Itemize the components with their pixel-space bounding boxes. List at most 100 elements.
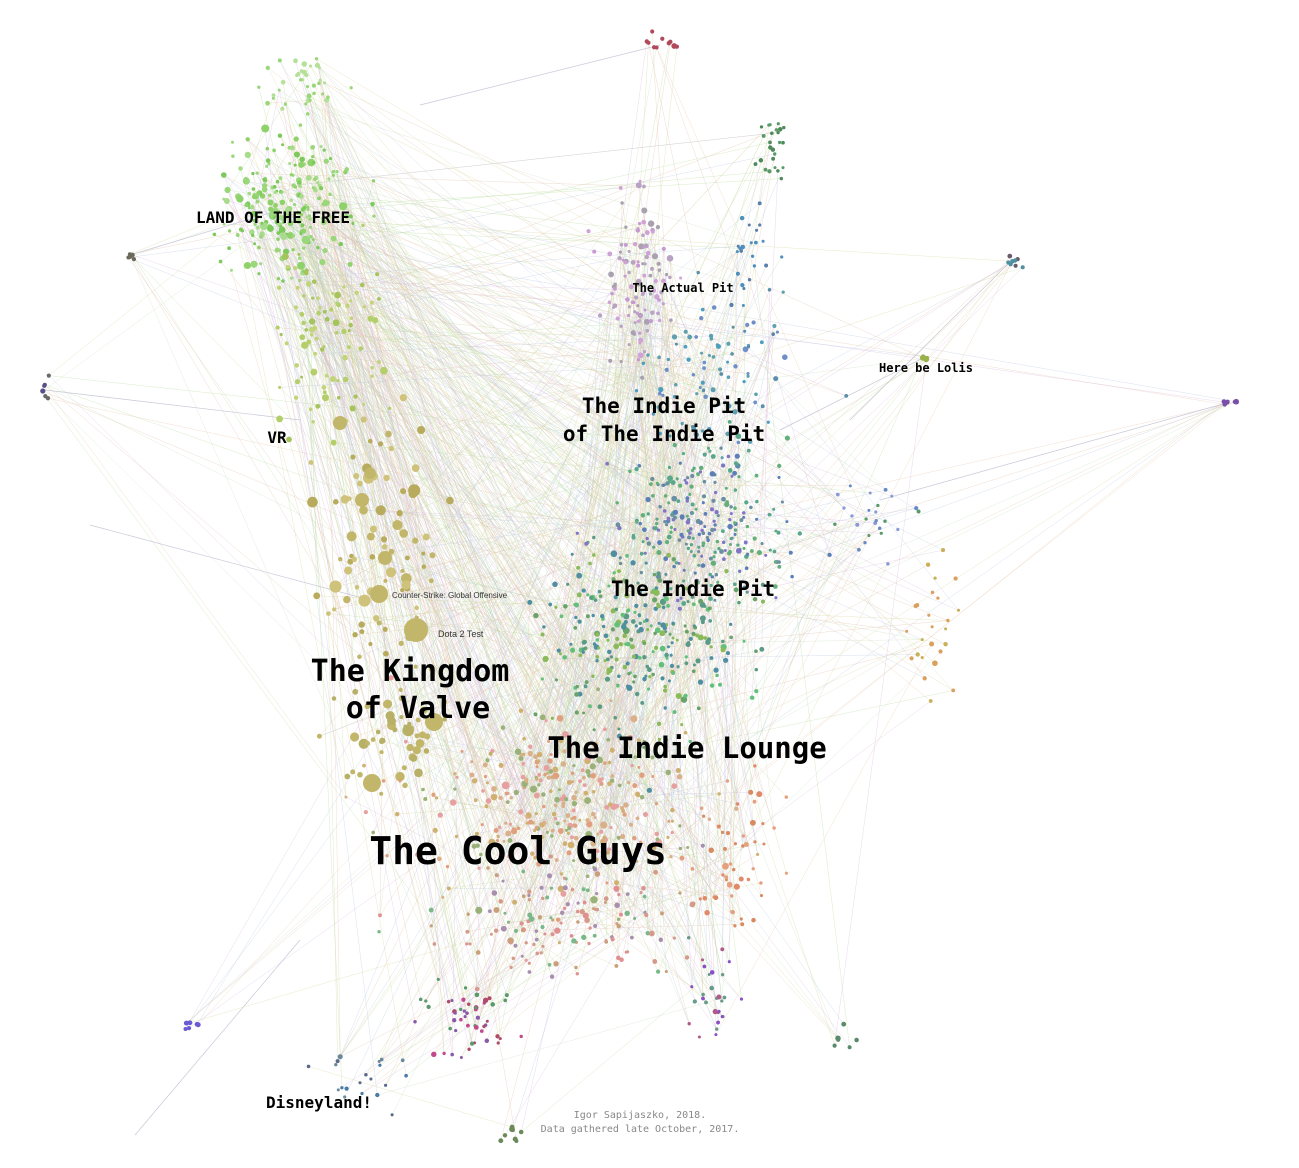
graph-edge — [264, 189, 610, 671]
graph-node — [773, 152, 777, 156]
graph-node — [732, 470, 738, 476]
graph-node — [543, 932, 547, 936]
graph-edge — [309, 100, 487, 807]
graph-node-large — [425, 713, 443, 731]
graph-node — [630, 935, 634, 940]
graph-node — [702, 452, 707, 457]
graph-edge — [637, 228, 764, 585]
graph-edge — [616, 473, 699, 610]
graph-node — [586, 593, 590, 597]
graph-node — [642, 350, 647, 354]
graph-node — [399, 394, 407, 402]
graph-node — [319, 144, 323, 149]
graph-edge — [372, 556, 566, 607]
graph-node — [657, 540, 663, 546]
graph-node — [706, 637, 712, 642]
graph-edge — [363, 743, 444, 898]
graph-node — [289, 276, 293, 280]
graph-node — [745, 524, 750, 529]
graph-node — [459, 1007, 463, 1012]
graph-node — [359, 505, 368, 515]
graph-node — [746, 448, 751, 453]
graph-node — [277, 133, 283, 138]
graph-node — [659, 630, 666, 637]
graph-node — [587, 941, 591, 946]
graph-node — [269, 215, 274, 220]
graph-node — [304, 328, 308, 332]
graph-node — [354, 290, 359, 296]
graph-node — [276, 415, 284, 423]
graph-edge — [529, 534, 736, 973]
graph-node — [697, 679, 704, 685]
graph-node — [360, 416, 367, 423]
graph-node — [437, 812, 443, 818]
graph-node — [552, 766, 559, 773]
graph-edge — [327, 97, 648, 750]
graph-node — [691, 602, 696, 607]
graph-node — [504, 993, 509, 998]
graph-edge — [316, 595, 378, 1096]
graph-node — [603, 659, 607, 663]
graph-node — [701, 992, 705, 997]
graph-node — [733, 842, 738, 846]
graph-node — [316, 245, 320, 250]
graph-node — [186, 1025, 192, 1031]
graph-edge — [717, 597, 777, 1023]
graph-node — [533, 712, 538, 717]
graph-edge — [656, 47, 867, 520]
graph-node — [717, 792, 721, 796]
graph-edge — [336, 171, 453, 1055]
graph-node — [732, 582, 737, 587]
graph-edge — [542, 634, 634, 683]
graph-edge — [319, 67, 396, 730]
graph-node — [604, 676, 611, 682]
graph-node — [249, 229, 255, 235]
graph-node — [670, 480, 676, 486]
graph-node — [697, 634, 704, 641]
graph-node — [669, 653, 673, 657]
graph-node — [548, 769, 554, 774]
graph-node — [395, 677, 400, 682]
graph-node — [584, 797, 592, 805]
graph-edge — [350, 300, 373, 368]
graph-node — [321, 394, 330, 402]
graph-node — [595, 892, 599, 896]
graph-edge — [579, 621, 622, 915]
graph-node — [454, 834, 459, 839]
graph-edge — [380, 510, 737, 887]
graph-edge — [381, 956, 523, 1060]
graph-node — [722, 995, 727, 1000]
graph-node — [406, 743, 414, 752]
graph-node — [358, 1081, 362, 1085]
graph-node — [641, 233, 645, 238]
graph-node — [684, 481, 689, 485]
graph-edge — [545, 720, 839, 1040]
graph-node — [630, 259, 636, 265]
graph-node — [509, 940, 513, 945]
graph-node — [717, 402, 721, 407]
graph-node — [721, 873, 725, 877]
graph-node — [630, 619, 636, 624]
graph-node — [687, 1022, 691, 1026]
graph-node — [442, 1051, 446, 1056]
graph-node — [914, 603, 920, 608]
graph-node — [414, 733, 420, 739]
graph-node — [695, 518, 701, 524]
graph-edge — [283, 218, 670, 468]
graph-node — [311, 238, 315, 242]
graph-node — [265, 100, 270, 106]
graph-node — [720, 529, 725, 534]
graph-node — [652, 288, 657, 293]
graph-node — [585, 768, 591, 775]
graph-node — [718, 682, 722, 687]
graph-node — [549, 752, 553, 757]
graph-node — [360, 1091, 364, 1096]
graph-node — [833, 522, 837, 526]
graph-node — [552, 772, 560, 780]
graph-node — [749, 819, 756, 826]
graph-edge — [660, 324, 748, 390]
graph-node — [491, 890, 498, 896]
graph-node — [399, 529, 409, 538]
graph-node — [561, 804, 566, 808]
graph-node — [631, 654, 636, 659]
